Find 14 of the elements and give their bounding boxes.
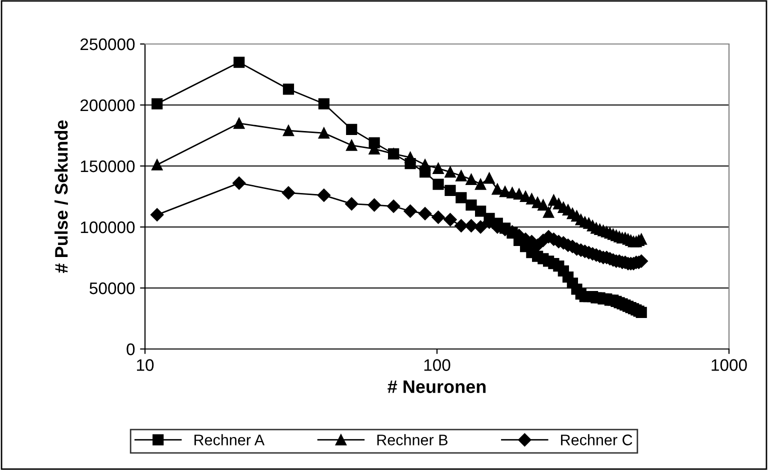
x-tick-label: 1000 (712, 359, 747, 371)
y-axis-title: # Pulse / Sekunde (54, 120, 68, 273)
legend-label: Rechner A (194, 434, 265, 446)
legend-label: Rechner B (377, 434, 448, 446)
y-tick-label: 50000 (90, 282, 135, 294)
y-tick-label: 250000 (80, 38, 135, 50)
x-axis-title: # Neuronen (388, 380, 486, 394)
x-tick-label: 100 (424, 359, 450, 371)
x-tick-label: 10 (137, 359, 154, 371)
y-tick-label: 0 (126, 343, 135, 356)
y-tick-label: 200000 (80, 99, 135, 112)
y-tick-label: 100000 (80, 221, 135, 234)
y-tick-label: 150000 (80, 160, 135, 172)
legend-label: Rechner C (561, 434, 632, 446)
